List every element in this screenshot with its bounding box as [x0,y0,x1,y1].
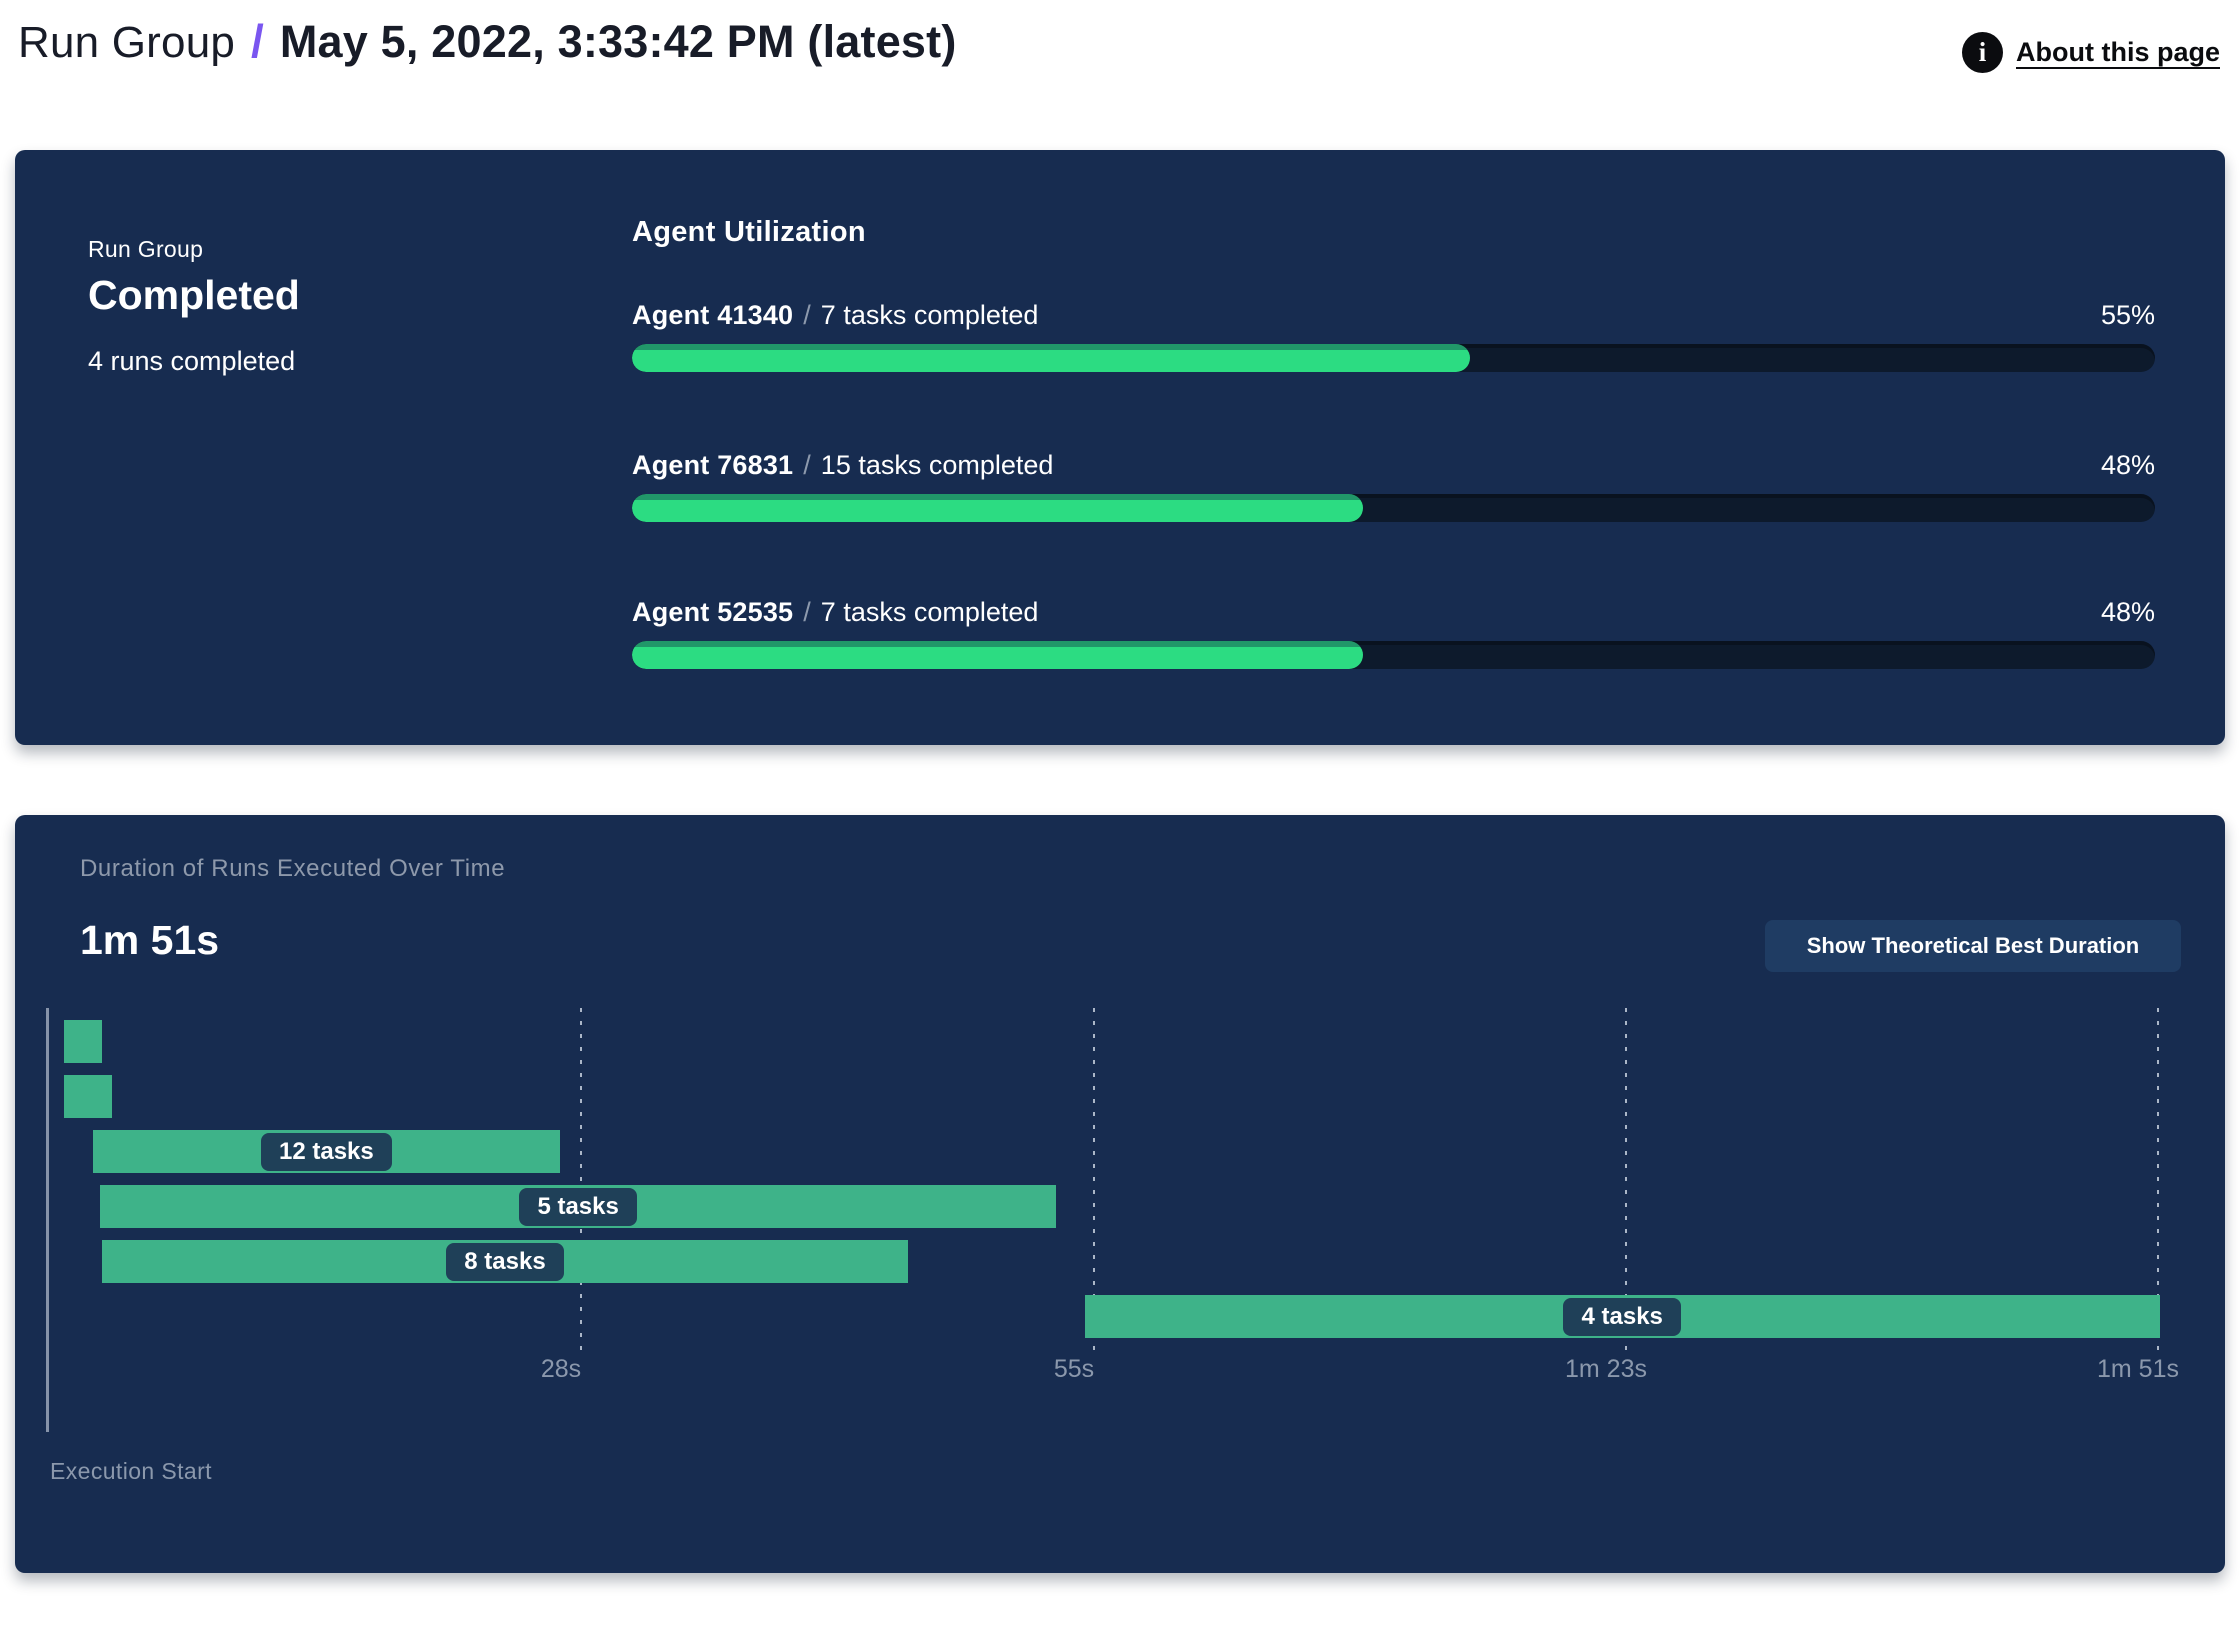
run-group-status: Completed [88,272,300,318]
agent-tasks-completed: 15 tasks completed [820,450,1054,480]
x-tick-label: 28s [540,1355,582,1383]
about-this-page-link[interactable]: About this page [2016,37,2220,67]
breadcrumb-run-group[interactable]: Run Group [18,18,236,67]
run-group-summary-panel: Run Group Completed 4 runs completed Age… [15,150,2225,745]
breadcrumb-separator: / [251,15,264,67]
execution-start-label: Execution Start [50,1458,212,1484]
agent-label-separator: / [803,450,811,480]
agent-row-label: Agent 41340 / 7 tasks completed 55% [632,300,2155,331]
show-theoretical-best-duration-button[interactable]: Show Theoretical Best Duration [1765,920,2181,972]
gridline [1093,1008,1095,1350]
runs-completed-count: 4 runs completed [88,346,296,376]
task-count-badge: 8 tasks [446,1242,564,1281]
run-group-label: Run Group [88,236,204,262]
agent-utilization-percent: 55% [2100,300,2155,330]
duration-gantt-chart: 12 tasks 5 tasks 8 tasks 4 tasks 28s 55s 1m 2… [15,815,2225,1573]
page-title: May 5, 2022, 3:33:42 PM (latest) [279,16,957,67]
agent-utilization-percent: 48% [2100,597,2155,627]
agent-name: Agent 52535 [632,597,794,627]
execution-start-axis-line [46,1008,49,1432]
info-icon: i [1962,32,2003,73]
agent-tasks-completed: 7 tasks completed [820,300,1039,330]
x-tick-label: 55s [1053,1355,1095,1383]
total-duration-value: 1m 51s [80,917,220,963]
run-bar[interactable] [64,1075,112,1118]
agent-progress-track [632,641,2155,669]
breadcrumb: Run Group / May 5, 2022, 3:33:42 PM (lat… [18,6,957,68]
agent-progress-fill [632,344,1470,372]
agent-name: Agent 41340 [632,300,794,330]
run-bar[interactable]: 5 tasks [100,1185,1056,1228]
agent-row: Agent 76831 / 15 tasks completed 48% [632,450,2155,522]
agent-name: Agent 76831 [632,450,794,480]
gridline [2157,1008,2159,1350]
run-bar[interactable]: 12 tasks [92,1130,561,1173]
about-this-page[interactable]: i About this page [1962,32,2220,73]
agent-utilization-heading: Agent Utilization [632,216,866,248]
duration-panel: Duration of Runs Executed Over Time 1m 5… [15,815,2225,1573]
run-bar[interactable]: 8 tasks [102,1240,908,1283]
x-tick-label: 1m 51s [2097,1355,2179,1383]
x-tick-label: 1m 23s [1565,1355,1647,1383]
agent-row-label: Agent 76831 / 15 tasks completed 48% [632,450,2155,481]
agent-label-separator: / [803,300,811,330]
task-count-badge: 12 tasks [261,1132,392,1171]
task-count-badge: 4 tasks [1563,1297,1681,1336]
agent-utilization-percent: 48% [2100,450,2155,480]
agent-row: Agent 41340 / 7 tasks completed 55% [632,300,2155,372]
page-header: Run Group / May 5, 2022, 3:33:42 PM (lat… [18,6,2220,73]
task-count-badge: 5 tasks [519,1187,637,1226]
agent-tasks-completed: 7 tasks completed [820,597,1039,627]
gridline [580,1008,582,1350]
agent-label-separator: / [803,597,811,627]
agent-progress-track [632,344,2155,372]
run-bar[interactable]: 4 tasks [1084,1295,2160,1338]
agent-row: Agent 52535 / 7 tasks completed 48% [632,597,2155,669]
agent-progress-fill [632,494,1364,522]
agent-progress-track [632,494,2155,522]
agent-utilization-section: Agent Utilization Agent 41340 / 7 tasks co… [632,150,2155,745]
agent-row-label: Agent 52535 / 7 tasks completed 48% [632,597,2155,628]
gridline [1625,1008,1627,1350]
duration-chart-title: Duration of Runs Executed Over Time [80,855,506,882]
agent-progress-fill [632,641,1364,669]
run-bar[interactable] [64,1020,103,1063]
